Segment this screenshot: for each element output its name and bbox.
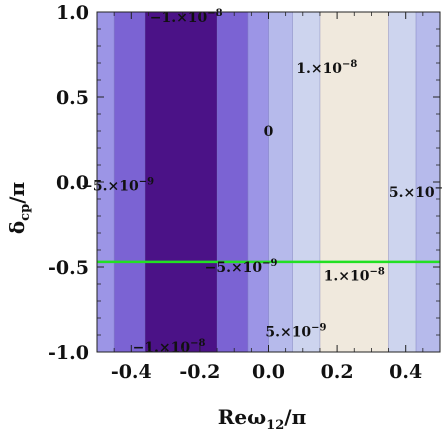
x-tick-label: 0.4 — [389, 361, 422, 383]
y-axis-title: δcp/π — [5, 182, 33, 234]
x-axis-title: Reω12/π — [218, 405, 306, 433]
x-tick-label: -0.4 — [111, 361, 152, 383]
y-tick-label: -1.0 — [48, 342, 89, 364]
contour-band — [114, 12, 146, 352]
contour-label: 0 — [264, 124, 274, 140]
y-tick-label: -0.5 — [48, 257, 89, 279]
contour-band — [292, 12, 320, 352]
contour-label: 5.×10−9 — [265, 323, 326, 341]
x-tick-label: -0.2 — [179, 361, 220, 383]
contour-label: −1.×10−8 — [150, 8, 223, 26]
contour-label: −1.×10−8 — [133, 338, 206, 356]
contour-label: 1.×10−8 — [296, 59, 357, 77]
contour-label: 1.×10−8 — [324, 267, 385, 285]
contour-band — [388, 12, 416, 352]
x-tick-labels: -0.4 -0.2 0.0 0.2 0.4 — [111, 361, 422, 383]
contour-label: 5.×10−9 — [389, 183, 443, 201]
contour-band — [217, 12, 248, 352]
y-tick-labels: 1.0 0.5 0.0 -0.5 -1.0 — [48, 2, 89, 364]
contour-band — [319, 12, 389, 352]
contour-band — [145, 12, 218, 352]
contour-bands — [97, 12, 440, 352]
y-tick-label: 0.0 — [56, 172, 89, 194]
contour-band — [247, 12, 269, 352]
axis-ticks — [96, 11, 441, 353]
contour-label: −5.×10−9 — [205, 258, 278, 276]
contour-band — [268, 12, 293, 352]
contour-label: −5.×10−9 — [81, 176, 154, 194]
y-tick-label: 1.0 — [56, 2, 89, 24]
contour-labels: −1.×10−8 1.×10−8 0 −5.×10−9 5.×10−9 −5.×10−9 1… — [81, 8, 443, 356]
y-tick-label: 0.5 — [56, 87, 89, 109]
x-tick-label: 0.0 — [252, 361, 285, 383]
x-tick-label: 0.2 — [321, 361, 354, 383]
